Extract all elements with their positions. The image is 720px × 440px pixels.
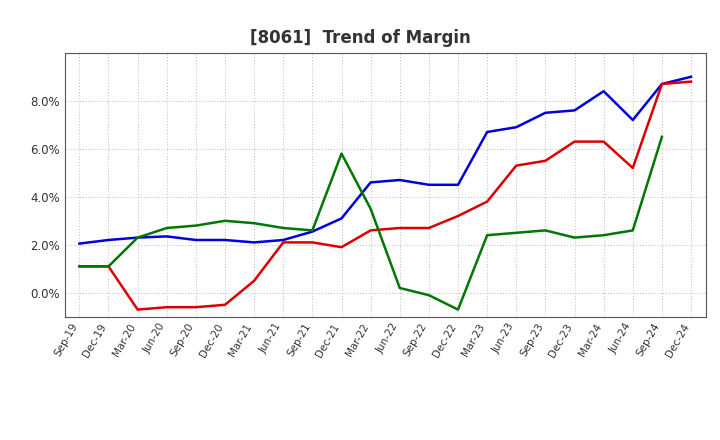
Operating Cashflow [279,225,287,231]
Net Income [250,278,258,283]
Ordinary Income [279,237,287,242]
Ordinary Income [220,237,229,242]
Ordinary Income [250,240,258,245]
Net Income [163,304,171,310]
Net Income [425,225,433,231]
Net Income [454,213,462,219]
Net Income [570,139,579,144]
Net Income [395,225,404,231]
Operating Cashflow [629,228,637,233]
Operating Cashflow [75,264,84,269]
Ordinary Income [599,88,608,94]
Ordinary Income [541,110,550,115]
Operating Cashflow [541,228,550,233]
Operating Cashflow [425,293,433,298]
Operating Cashflow [366,206,375,212]
Ordinary Income [366,180,375,185]
Operating Cashflow [250,220,258,226]
Line: Net Income: Net Income [79,81,691,310]
Ordinary Income [629,117,637,123]
Operating Cashflow [133,235,142,240]
Ordinary Income [454,182,462,187]
Net Income [279,240,287,245]
Operating Cashflow [512,230,521,235]
Ordinary Income [163,234,171,239]
Net Income [104,264,113,269]
Ordinary Income [687,74,696,80]
Net Income [687,79,696,84]
Ordinary Income [570,108,579,113]
Operating Cashflow [454,307,462,312]
Ordinary Income [425,182,433,187]
Net Income [599,139,608,144]
Operating Cashflow [163,225,171,231]
Operating Cashflow [570,235,579,240]
Net Income [192,304,200,310]
Line: Ordinary Income: Ordinary Income [79,77,691,244]
Operating Cashflow [337,151,346,156]
Operating Cashflow [395,286,404,291]
Net Income [337,245,346,250]
Ordinary Income [75,241,84,246]
Ordinary Income [104,237,113,242]
Ordinary Income [337,216,346,221]
Operating Cashflow [308,228,317,233]
Net Income [220,302,229,308]
Ordinary Income [192,237,200,242]
Ordinary Income [308,229,317,234]
Net Income [308,240,317,245]
Net Income [657,81,666,87]
Ordinary Income [133,235,142,240]
Net Income [512,163,521,168]
Net Income [75,264,84,269]
Net Income [133,307,142,312]
Ordinary Income [395,177,404,183]
Ordinary Income [657,81,666,87]
Net Income [366,228,375,233]
Text: [8061]  Trend of Margin: [8061] Trend of Margin [250,29,470,47]
Operating Cashflow [192,223,200,228]
Net Income [629,165,637,171]
Ordinary Income [483,129,492,135]
Net Income [541,158,550,163]
Net Income [483,199,492,204]
Operating Cashflow [220,218,229,224]
Operating Cashflow [599,233,608,238]
Line: Operating Cashflow: Operating Cashflow [79,137,662,310]
Operating Cashflow [104,264,113,269]
Ordinary Income [512,125,521,130]
Operating Cashflow [483,233,492,238]
Operating Cashflow [657,134,666,139]
